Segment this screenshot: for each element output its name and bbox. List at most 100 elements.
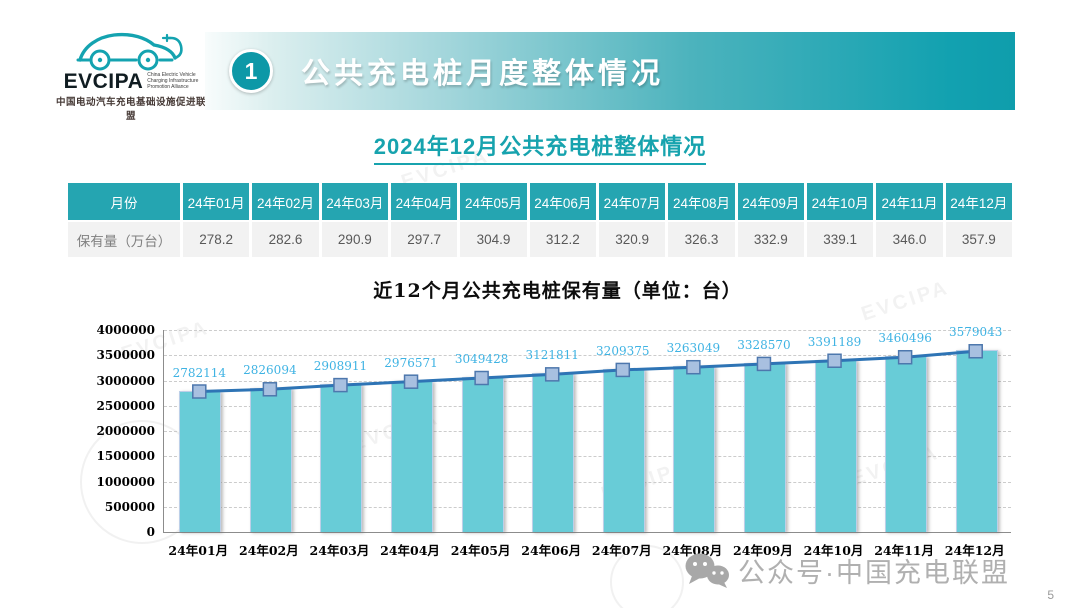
- table-month-header: 24年07月: [599, 183, 666, 220]
- chart-gridline: [164, 330, 1011, 331]
- table-value-cell: 282.6: [252, 222, 319, 257]
- chart-bar: [955, 350, 998, 532]
- chart-x-label: 24年08月: [662, 543, 723, 558]
- chart-x-label: 24年02月: [238, 543, 299, 558]
- table-month-header: 24年03月: [321, 183, 388, 220]
- chart-marker: [968, 344, 983, 359]
- chart-x-label: 24年01月: [168, 543, 229, 558]
- chart-marker: [262, 382, 278, 397]
- chart-y-label: 4000000: [96, 323, 155, 337]
- table-value-cell: 357.9: [945, 222, 1012, 257]
- chart-title: 近12个月公共充电桩保有量（单位：台）: [373, 280, 742, 302]
- chart-y-label: 500000: [104, 499, 155, 514]
- chart-x-label: 24年03月: [309, 543, 370, 558]
- table-value-cell: 346.0: [876, 222, 943, 257]
- table-month-header: 24年11月: [876, 183, 943, 220]
- chart-plot: 2782114 2826094 2908911 2976571 3049428 31218…: [163, 325, 1011, 533]
- chart-x-label: 24年05月: [450, 543, 511, 558]
- monthly-table: 月份 24年01月 24年02月 24年03月 24年04月 24年05月 24年06月 24…: [68, 183, 1012, 257]
- table-value-cell: 312.2: [529, 222, 596, 257]
- table-value-cell: 332.9: [737, 222, 804, 257]
- chart-gridline: [164, 456, 1011, 458]
- chart-bar: [532, 373, 575, 532]
- table-month-header: 24年04月: [391, 183, 458, 220]
- slide-subtitle-text: 2024年12月公共充电桩整体情况: [373, 129, 707, 165]
- chart-y-label: 1000000: [96, 474, 155, 489]
- section-banner: 1 公共充电桩月度整体情况: [205, 32, 1015, 110]
- chart-bar: [179, 390, 222, 532]
- table-month-header: 24年10月: [807, 183, 874, 220]
- chart-value-label: 3049428: [454, 352, 509, 366]
- chart-gridline: [164, 431, 1011, 432]
- chart-gridline: [164, 506, 1011, 508]
- chart-value-label: 3121811: [525, 348, 579, 363]
- logo-subtitle-en: China Electric Vehicle Charging Infrastr…: [147, 72, 199, 90]
- chart-marker: [686, 359, 701, 375]
- table-month-header: 24年12月: [945, 183, 1012, 220]
- table-month-header: 24年02月: [252, 183, 319, 220]
- chart-value-label: 2782114: [172, 365, 227, 380]
- chart-x-label: 24年06月: [521, 543, 582, 558]
- wechat-icon: [685, 553, 729, 588]
- chart-value-label: 3579043: [948, 325, 1003, 340]
- chart-value-label: 2908911: [313, 359, 368, 374]
- chart-bar: [743, 362, 786, 532]
- chart-y-label: 3500000: [96, 348, 155, 363]
- chart-gridline: [164, 380, 1011, 382]
- table-value-cell: 339.1: [807, 222, 874, 257]
- chart-x-label: 24年11月: [874, 543, 935, 558]
- chart-y-label: 1500000: [96, 449, 155, 464]
- table-month-header: 24年01月: [183, 183, 250, 220]
- chart-marker: [192, 384, 207, 399]
- chart-bar: [461, 377, 504, 532]
- section-title: 公共充电桩月度整体情况: [301, 58, 665, 90]
- chart-y-label: 0: [146, 525, 155, 539]
- chart-marker: [827, 353, 842, 368]
- chart-value-label: 3328570: [737, 337, 791, 352]
- table-value-cell: 290.9: [321, 222, 388, 257]
- logo-subtitle-cn: 中国电动汽车充电基础设施促进联盟: [56, 97, 207, 122]
- section-number-badge: 1: [229, 49, 273, 93]
- chart-bar: [602, 368, 645, 532]
- chart-value-label: 3263049: [666, 341, 721, 356]
- table-month-header: 24年09月: [737, 183, 804, 220]
- table-value-cell: 297.7: [391, 222, 458, 257]
- chart-marker: [615, 362, 631, 378]
- chart-value-label: 2976571: [384, 355, 438, 370]
- chart-line-layer: [192, 344, 983, 399]
- chart-x-label: 24年07月: [591, 543, 652, 558]
- chart-marker: [333, 377, 348, 393]
- table-value-cell: 326.3: [668, 222, 735, 257]
- chart-marker: [403, 374, 419, 389]
- chart-x-label: 24年04月: [380, 543, 440, 558]
- chart-bar: [249, 388, 292, 532]
- table-month-header: 24年05月: [460, 183, 527, 220]
- table-value-cell: 320.9: [599, 222, 666, 257]
- chart-value-label: 3460496: [878, 331, 932, 346]
- evcipa-logo: EVCIPA China Electric Vehicle Charging I…: [56, 24, 206, 122]
- table-month-header: 24年06月: [529, 183, 596, 220]
- chart-value-label: 3391189: [807, 334, 862, 349]
- chart-bar: [320, 384, 363, 532]
- chart-marker: [897, 349, 913, 365]
- ev-car-charging-icon: [76, 32, 183, 71]
- logo-brand-text: EVCIPA: [63, 70, 144, 93]
- chart-marker: [474, 370, 489, 386]
- chart-value-label: 3209375: [596, 343, 650, 358]
- chart-x-label: 24年10月: [803, 543, 864, 558]
- ownership-chart: 2782114 2826094 2908911 2976571 3049428 31218…: [95, 323, 1012, 566]
- table-corner-header: 月份: [68, 183, 180, 220]
- chart-x-label: 24年09月: [733, 543, 793, 558]
- chart-marker: [544, 367, 560, 382]
- chart-y-label: 3000000: [96, 373, 155, 388]
- chart-y-label: 2500000: [96, 398, 155, 413]
- chart-gridline: [164, 481, 1011, 483]
- page-number: 5: [1047, 588, 1054, 602]
- table-row-label: 保有量（万台）: [68, 222, 180, 257]
- chart-trend-line: [199, 349, 976, 394]
- chart-gridline: [164, 355, 1011, 357]
- footer-watermark: 公众号·中国充电联盟: [684, 551, 1010, 590]
- slide-subtitle: 2024年12月公共充电桩整体情况: [0, 129, 1080, 165]
- chart-marker: [756, 356, 772, 372]
